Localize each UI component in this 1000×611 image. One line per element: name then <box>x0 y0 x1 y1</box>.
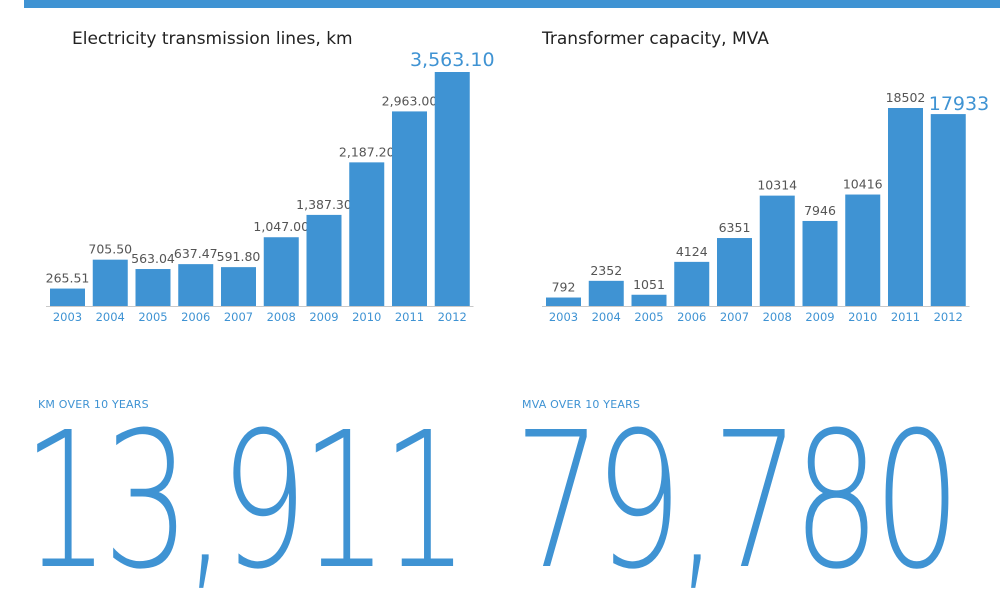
chart-title-transformer-capacity: Transformer capacity, MVA <box>542 29 769 49</box>
tick-label-2008: 2008 <box>763 310 792 324</box>
value-label-2007: 591.80 <box>217 249 261 264</box>
tick-label-2004: 2004 <box>96 310 125 324</box>
value-label-2003: 792 <box>552 280 576 295</box>
chart-transmission-lines: 265.51 2003 705.50 2004 563.04 2005 637.47 2006… <box>46 49 495 324</box>
total-km-label: KM OVER 10 YEARS <box>38 398 149 411</box>
tick-label-2009: 2009 <box>309 310 338 324</box>
value-label-2007: 6351 <box>719 220 751 235</box>
bar-2005 <box>631 294 667 306</box>
bar-2004 <box>588 280 624 306</box>
tick-label-2010: 2010 <box>848 310 877 324</box>
value-label-2009: 1,387.30 <box>296 197 352 212</box>
bar-2010 <box>845 194 881 306</box>
value-label-2011: 2,963.00 <box>382 93 438 108</box>
tick-label-2006: 2006 <box>181 310 210 324</box>
tick-label-2007: 2007 <box>720 310 749 324</box>
bar-2011 <box>392 111 427 306</box>
value-label-2008: 1,047.00 <box>253 219 309 234</box>
value-label-2003: 265.51 <box>46 271 90 286</box>
value-label-2010: 2,187.20 <box>339 144 395 159</box>
total-km-value: 13,911 <box>22 392 469 611</box>
tick-label-2012: 2012 <box>934 310 963 324</box>
total-mva-value: 79,780 <box>514 392 961 611</box>
total-mva-label: MVA OVER 10 YEARS <box>522 398 641 411</box>
tick-label-2005: 2005 <box>138 310 167 324</box>
bar-2003 <box>50 288 85 306</box>
bar-2007 <box>717 238 752 306</box>
bar-2012 <box>434 72 470 306</box>
value-label-2012: 3,563.10 <box>410 49 495 71</box>
tick-label-2005: 2005 <box>634 310 663 324</box>
tick-label-2008: 2008 <box>267 310 296 324</box>
value-label-2010: 10416 <box>843 177 883 192</box>
bar-2011 <box>888 108 923 306</box>
chart-title-transmission-lines: Electricity transmission lines, km <box>72 29 353 49</box>
tick-label-2011: 2011 <box>395 310 424 324</box>
bar-2009 <box>802 220 838 306</box>
top-accent-bar <box>24 0 1000 8</box>
bar-2010 <box>349 162 385 306</box>
tick-label-2009: 2009 <box>805 310 834 324</box>
tick-label-2011: 2011 <box>891 310 920 324</box>
bar-2003 <box>546 297 581 306</box>
bar-2004 <box>92 259 128 306</box>
value-label-2011: 18502 <box>886 90 926 105</box>
value-label-2008: 10314 <box>757 178 797 193</box>
tick-label-2007: 2007 <box>224 310 253 324</box>
bar-2008 <box>759 195 795 306</box>
bar-2006 <box>674 261 710 306</box>
bar-2006 <box>178 264 214 306</box>
tick-label-2006: 2006 <box>677 310 706 324</box>
bar-2007 <box>221 267 256 306</box>
bar-2005 <box>135 269 171 306</box>
bar-2008 <box>263 237 299 306</box>
value-label-2006: 637.47 <box>174 246 218 261</box>
value-label-2005: 563.04 <box>131 251 175 266</box>
value-label-2004: 2352 <box>590 263 622 278</box>
value-label-2012: 17933 <box>929 93 989 115</box>
value-label-2005: 1051 <box>633 277 665 292</box>
value-label-2006: 4124 <box>676 244 708 259</box>
value-label-2004: 705.50 <box>88 242 132 257</box>
tick-label-2003: 2003 <box>549 310 578 324</box>
tick-label-2010: 2010 <box>352 310 381 324</box>
bar-2012 <box>930 114 966 307</box>
tick-label-2012: 2012 <box>438 310 467 324</box>
tick-label-2003: 2003 <box>53 310 82 324</box>
value-label-2009: 7946 <box>804 203 836 218</box>
tick-label-2004: 2004 <box>592 310 621 324</box>
bar-2009 <box>306 214 342 306</box>
